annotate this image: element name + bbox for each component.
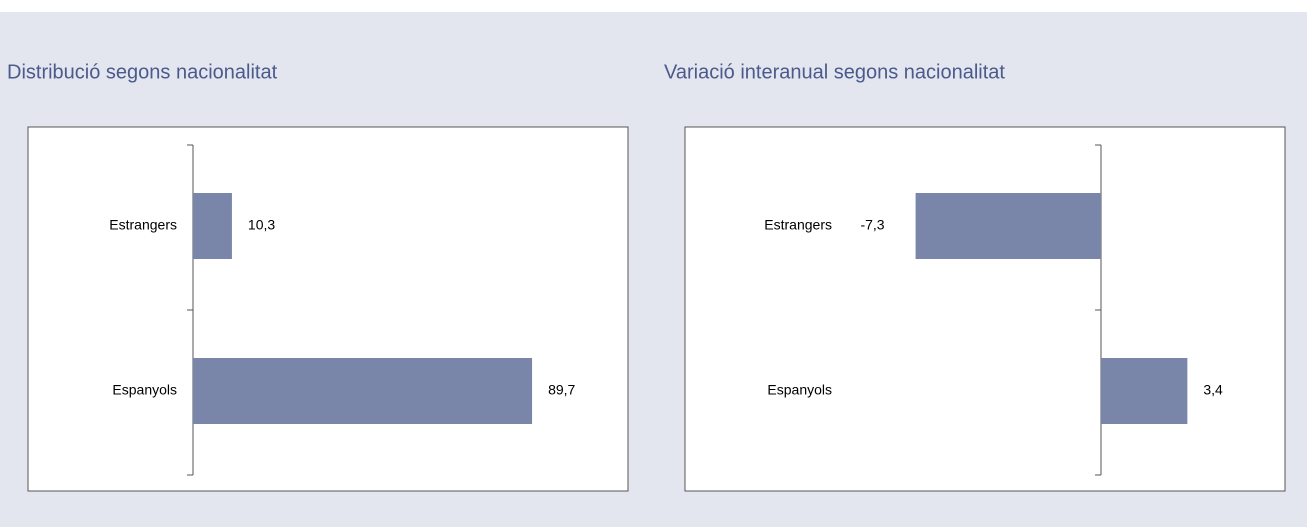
bar (193, 358, 533, 424)
value-label: 10,3 (248, 217, 275, 233)
bar (193, 193, 232, 259)
value-label: -7,3 (860, 217, 884, 233)
category-label: Estrangers (109, 217, 177, 233)
category-label: Espanyols (767, 382, 832, 398)
category-label: Estrangers (764, 217, 832, 233)
value-label: 89,7 (548, 382, 575, 398)
value-label: 3,4 (1203, 382, 1223, 398)
chart-title: Distribució segons nacionalitat (7, 61, 278, 83)
bar (1101, 358, 1188, 424)
bar (915, 193, 1101, 259)
plot-area (684, 126, 1286, 492)
plot-area (27, 126, 629, 492)
chart-title: Variació interanual segons nacionalitat (664, 61, 1005, 83)
category-label: Espanyols (112, 382, 177, 398)
